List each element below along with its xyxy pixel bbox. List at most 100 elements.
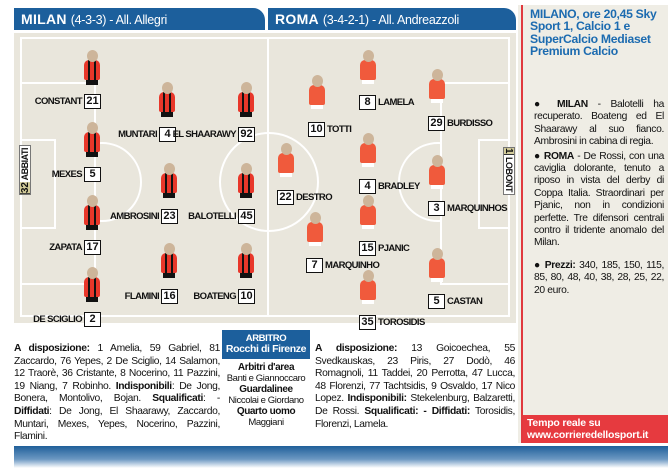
player-name: BURDISSO xyxy=(447,117,493,129)
roma-header: ROMA (3-4-2-1) - All. Andreazzoli xyxy=(268,8,516,30)
player-name: BOATENG xyxy=(193,290,236,302)
match-notes: ● MILAN - Balotelli ha recuperato. Boate… xyxy=(534,99,664,296)
milan-player-label: ZAPATA 17 xyxy=(49,239,101,255)
roma-player-label: 7 MARQUINHO xyxy=(306,257,380,273)
player-name: LAMELA xyxy=(378,96,415,108)
match-broadcast-title: MILANO, ore 20,45 Sky Sport 1, Calcio 1 … xyxy=(530,7,657,59)
milan-player-label: FLAMINI 16 xyxy=(125,288,178,304)
player-number: 23 xyxy=(161,208,178,224)
player-number: 4 xyxy=(159,126,176,142)
player-name: DE SCIGLIO xyxy=(33,313,83,325)
roma-info: A disposizione: 13 Goicoechea, 55 Svedka… xyxy=(315,343,515,431)
live-link-url[interactable]: www.corrieredellosport.it xyxy=(527,429,649,441)
roma-player-figure xyxy=(308,75,326,113)
roma-goalkeeper: 1 LOBONT xyxy=(503,147,515,195)
player-number: 7 xyxy=(306,257,323,273)
player-number: 45 xyxy=(238,208,255,224)
label: A disposizione: xyxy=(14,343,90,354)
player-number: 29 xyxy=(428,115,445,131)
text: Torosidis, Florenzi, Lamela. xyxy=(315,405,515,430)
milan-player-figure xyxy=(160,243,178,281)
referee-names: Banti e Giannoccaro xyxy=(226,373,306,384)
player-number: 8 xyxy=(359,94,376,110)
milan-player-label: AMBROSINI 23 xyxy=(110,208,178,224)
label: ROMA xyxy=(543,150,574,162)
roma-team-name: ROMA xyxy=(275,11,319,27)
milan-goalkeeper: 32 ABBIATI xyxy=(19,145,31,196)
text: : De Jong, El Shaarawy, Zaccardo, Muntar… xyxy=(14,405,220,443)
player-name: ABBIATI xyxy=(20,148,30,181)
player-name: ZAPATA xyxy=(49,241,82,253)
roma-player-label: 22 DESTRO xyxy=(277,189,333,205)
roma-player-label: 15 PJANIC xyxy=(359,240,410,256)
roma-formation: (3-4-2-1) - All. Andreazzoli xyxy=(322,13,459,27)
player-number: 3 xyxy=(428,200,445,216)
milan-player-label: MEXES 5 xyxy=(52,166,101,182)
player-number: 5 xyxy=(428,293,445,309)
text: - Balotelli ha recuperato. Boateng ed El… xyxy=(534,99,664,148)
milan-team-name: MILAN xyxy=(21,11,67,27)
match-info-panel: MILANO, ore 20,45 Sky Sport 1, Calcio 1 … xyxy=(518,5,668,443)
pitch: 32 ABBIATI 1 LOBONT CONSTANT 21 MUNTARI 4 EL… xyxy=(14,33,516,330)
roma-player-label: 10 TOTTI xyxy=(308,121,352,137)
player-name: MARQUINHOS xyxy=(447,202,508,214)
milan-player-label: BOATENG 10 xyxy=(193,288,255,304)
player-name: TOTTI xyxy=(327,123,352,135)
player-name: DESTRO xyxy=(296,191,333,203)
milan-player-figure xyxy=(158,82,176,120)
roma-player-label: 8 LAMELA xyxy=(359,94,415,110)
milan-player-label: CONSTANT 21 xyxy=(35,93,101,109)
player-name: MEXES xyxy=(51,168,83,180)
center-circle xyxy=(219,132,319,232)
player-name: MUNTARI xyxy=(118,128,158,140)
text: Stekelenburg, Balzaretti, De Rossi. xyxy=(315,393,515,417)
roma-player-label: 4 BRADLEY xyxy=(359,178,420,194)
player-number: 16 xyxy=(161,288,178,304)
text: 340, 185, 150, 115, 85, 80, 48, 40, 38, … xyxy=(534,259,664,296)
milan-player-figure xyxy=(160,163,178,201)
referee-names: Maggiani xyxy=(248,417,284,428)
milan-player-label: EL SHAARAWY 92 xyxy=(173,126,255,142)
milan-player-figure xyxy=(83,50,101,88)
label: A disposizione: xyxy=(315,343,398,354)
text: : - xyxy=(203,393,220,405)
referee-title: ARBITRO xyxy=(245,333,287,344)
roma-player-figure xyxy=(428,248,446,286)
live-link[interactable]: Tempo reale su www.corrieredellosport.it xyxy=(523,415,668,443)
milan-header: MILAN (4-3-3) - All. Allegri xyxy=(14,8,265,30)
milan-player-label: BALOTELLI 45 xyxy=(188,208,255,224)
text: 13 Goicoechea, 55 Svedkauskas, 23 Piris,… xyxy=(315,343,515,405)
player-number: 2 xyxy=(84,311,101,327)
referee-role: Quarto uomo xyxy=(236,406,296,417)
roma-player-figure xyxy=(359,50,377,88)
text: 1 Amelia, 59 Gabriel, 81 Zaccardo, 76 Ye… xyxy=(14,343,220,392)
referee-name: Rocchi di Firenze xyxy=(225,343,307,355)
milan-info: A disposizione: 1 Amelia, 59 Gabriel, 81… xyxy=(14,343,220,444)
player-number: 17 xyxy=(84,239,101,255)
roma-player-label: 5 CASTAN xyxy=(428,293,483,309)
label: Squalificati xyxy=(152,393,204,405)
milan-player-figure xyxy=(83,122,101,160)
referee-role: Arbitri d'area xyxy=(237,362,295,373)
milan-player-figure xyxy=(237,163,255,201)
bottom-bar xyxy=(14,446,668,468)
milan-player-figure xyxy=(83,195,101,233)
player-number: 92 xyxy=(238,126,255,142)
text: : De Jong, Bonera, Montolivo, Bojan. xyxy=(14,380,220,405)
roma-player-figure xyxy=(306,212,324,250)
player-name: AMBROSINI xyxy=(110,210,160,222)
player-number: 21 xyxy=(84,93,101,109)
referee-box: ARBITRO Rocchi di Firenze Arbitri d'area B… xyxy=(222,330,310,428)
milan-player-figure xyxy=(237,243,255,281)
milan-player-label: DE SCIGLIO 2 xyxy=(33,311,101,327)
player-number: 15 xyxy=(359,240,376,256)
player-number: 35 xyxy=(359,314,376,330)
player-number: 4 xyxy=(359,178,376,194)
referee-names: Niccolai e Giordano xyxy=(228,395,304,406)
label: Indisponibili xyxy=(115,380,172,392)
roma-player-figure xyxy=(359,133,377,171)
label: Squalificati: - Diffidati: xyxy=(364,405,470,417)
player-number: 5 xyxy=(84,166,101,182)
player-name: MARQUINHO xyxy=(325,259,380,271)
player-name: FLAMINI xyxy=(124,290,160,302)
